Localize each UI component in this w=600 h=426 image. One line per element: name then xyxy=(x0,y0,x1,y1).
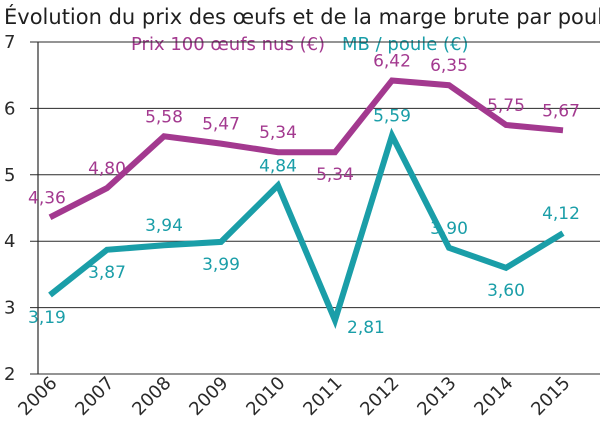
data-label: 5,47 xyxy=(202,115,240,135)
x-tick-label: 2013 xyxy=(413,373,460,420)
y-tick-label: 3 xyxy=(4,298,15,319)
data-label: 5,59 xyxy=(373,107,411,127)
y-axis-ticks: 2 3 4 5 6 7 xyxy=(4,32,15,385)
data-label: 3,90 xyxy=(430,219,468,239)
data-label: 6,42 xyxy=(373,52,411,72)
data-label: 4,80 xyxy=(88,159,126,179)
series-line-0 xyxy=(48,77,564,220)
data-label: 5,34 xyxy=(259,123,297,143)
x-tick-label: 2006 xyxy=(14,373,61,420)
y-tick-label: 4 xyxy=(4,231,15,252)
data-label: 5,58 xyxy=(145,107,183,127)
gridlines xyxy=(30,41,600,375)
data-label: 3,19 xyxy=(28,308,66,328)
x-tick-label: 2009 xyxy=(185,373,232,420)
data-label: 6,35 xyxy=(430,56,468,76)
x-tick-label: 2007 xyxy=(71,373,118,420)
y-tick-label: 2 xyxy=(4,364,15,385)
data-label: 4,36 xyxy=(28,188,66,208)
data-label: 4,12 xyxy=(542,204,580,224)
chart-title: Évolution du prix des œufs et de la marg… xyxy=(4,4,600,29)
data-labels: 4,36 4,80 5,58 5,47 5,34 5,34 6,42 6,35 5,75 5,67… xyxy=(28,52,580,339)
data-label: 5,67 xyxy=(542,101,580,121)
x-axis-ticks: 2006 2007 2008 2009 2010 2011 2012 2013 2014 2015 xyxy=(14,373,574,420)
x-tick-label: 2010 xyxy=(242,373,289,420)
x-tick-label: 2014 xyxy=(470,373,517,420)
x-tick-label: 2011 xyxy=(299,373,346,420)
x-tick-label: 2015 xyxy=(527,373,574,420)
data-label: 2,81 xyxy=(347,318,385,338)
y-tick-label: 7 xyxy=(4,32,15,53)
data-label: 3,99 xyxy=(202,255,240,275)
legend-entry-prix: Prix 100 œufs nus (€) xyxy=(131,34,325,55)
series-lines xyxy=(48,77,565,329)
legend-entry-mb: MB / poule (€) xyxy=(342,34,469,55)
data-label: 3,94 xyxy=(145,216,183,236)
data-label: 5,34 xyxy=(316,165,354,185)
x-tick-label: 2012 xyxy=(356,373,403,420)
y-tick-label: 5 xyxy=(4,165,15,186)
legend: Prix 100 œufs nus (€) MB / poule (€) xyxy=(131,34,469,55)
data-label: 5,75 xyxy=(487,96,525,116)
data-label: 3,87 xyxy=(88,263,126,283)
x-tick-label: 2008 xyxy=(128,373,175,420)
data-label: 4,84 xyxy=(259,156,297,176)
data-label: 3,60 xyxy=(487,281,525,301)
y-tick-label: 6 xyxy=(4,98,15,119)
series-line-1 xyxy=(48,127,565,329)
